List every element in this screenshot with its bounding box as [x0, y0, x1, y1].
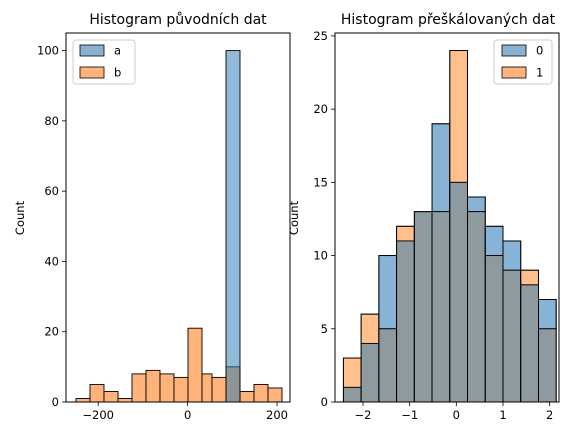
left-bar-b: [89, 383, 105, 403]
left-legend: a b: [72, 39, 136, 85]
right-title: Histogram přeškálovaných dat: [341, 12, 556, 28]
right-legend-swatch-0: [501, 44, 527, 57]
right-ylabel: Count: [287, 200, 301, 235]
left-bar-b: [145, 369, 161, 403]
right-ytick-label: 20: [313, 102, 328, 116]
left-axes-frame: [65, 32, 291, 403]
right-subplot: Histogram přeškálovaných dat Count −2 −1 0…: [287, 12, 560, 422]
left-ylabel: Count: [13, 200, 27, 235]
right-bar-overlap: [484, 255, 504, 403]
left-bar-b: [131, 373, 147, 403]
left-legend-swatch-b: [79, 66, 105, 79]
left-bar-b: [239, 391, 255, 403]
right-bar-overlap: [449, 181, 468, 403]
left-ytick-label: 40: [44, 254, 59, 268]
left-ticks: −200 0 200 0 20 40 60 80 100: [37, 44, 288, 422]
right-axes-frame: [334, 32, 560, 403]
right-bar-0: [431, 123, 451, 213]
left-ytick-label: 0: [52, 395, 59, 409]
right-ytick-label: 25: [313, 29, 328, 43]
left-bar-b: [103, 391, 119, 403]
right-bar-overlap: [413, 211, 433, 403]
right-xtick-label: −1: [401, 408, 418, 422]
left-legend-label-a: a: [114, 44, 121, 58]
right-bar-overlap: [467, 211, 486, 403]
right-legend-label-1: 1: [536, 66, 543, 80]
right-xtick-label: 1: [499, 408, 506, 422]
right-bar-overlap: [520, 284, 539, 403]
left-bar-b: [267, 387, 283, 403]
right-bar-overlap: [396, 240, 415, 403]
right-bar-overlap: [502, 269, 522, 403]
right-ytick-label: 10: [313, 249, 328, 263]
right-bar-1: [396, 225, 415, 242]
right-xtick-label: −2: [355, 408, 372, 422]
left-bar-b: [211, 376, 227, 403]
right-bar-overlap: [378, 328, 398, 403]
right-bar-1: [520, 269, 539, 286]
right-bar-overlap: [360, 342, 380, 403]
right-xtick-label: 0: [453, 408, 460, 422]
left-bars: [75, 50, 283, 403]
right-bar-1: [342, 357, 362, 388]
left-bar-b: [253, 383, 269, 403]
left-ytick-label: 60: [44, 184, 59, 198]
right-bar-0: [484, 225, 504, 257]
left-bar-a: [225, 50, 241, 403]
left-title: Histogram původních dat: [89, 12, 267, 28]
right-xtick-label: 2: [546, 408, 553, 422]
right-bar-overlap: [342, 386, 362, 403]
right-ytick-label: 5: [321, 322, 328, 336]
left-legend-swatch-a: [79, 44, 105, 57]
right-bar-0: [378, 255, 398, 330]
right-legend-label-0: 0: [536, 44, 543, 58]
left-legend-label-b: b: [114, 66, 121, 80]
right-bars: [342, 50, 557, 403]
left-bar-b: [159, 373, 175, 403]
left-ytick-label: 100: [37, 44, 59, 58]
left-bar-b: [173, 376, 189, 403]
right-bar-0: [502, 240, 522, 271]
left-subplot: Histogram původních dat Count −200 0 200 0 2…: [13, 12, 291, 422]
right-ytick-label: 15: [313, 175, 328, 189]
right-legend-swatch-1: [501, 66, 527, 79]
right-bar-overlap: [538, 328, 557, 403]
left-ytick-label: 80: [44, 114, 59, 128]
left-xtick-label: −200: [82, 408, 114, 422]
right-bar-0: [538, 299, 557, 330]
left-bar-b: [75, 398, 91, 403]
right-legend: 0 1: [493, 39, 553, 85]
right-bar-overlap: [431, 211, 451, 403]
right-bar-1: [360, 313, 380, 344]
left-bar-b: [187, 327, 203, 403]
right-bar-0: [467, 196, 486, 213]
left-bar-b: [117, 398, 133, 403]
left-ytick-label: 20: [44, 325, 59, 339]
right-ytick-label: 0: [321, 395, 328, 409]
right-bar-1: [449, 50, 468, 183]
left-bar-b: [201, 373, 213, 403]
left-xtick-label: 200: [266, 408, 288, 422]
left-xtick-label: 0: [184, 408, 191, 422]
